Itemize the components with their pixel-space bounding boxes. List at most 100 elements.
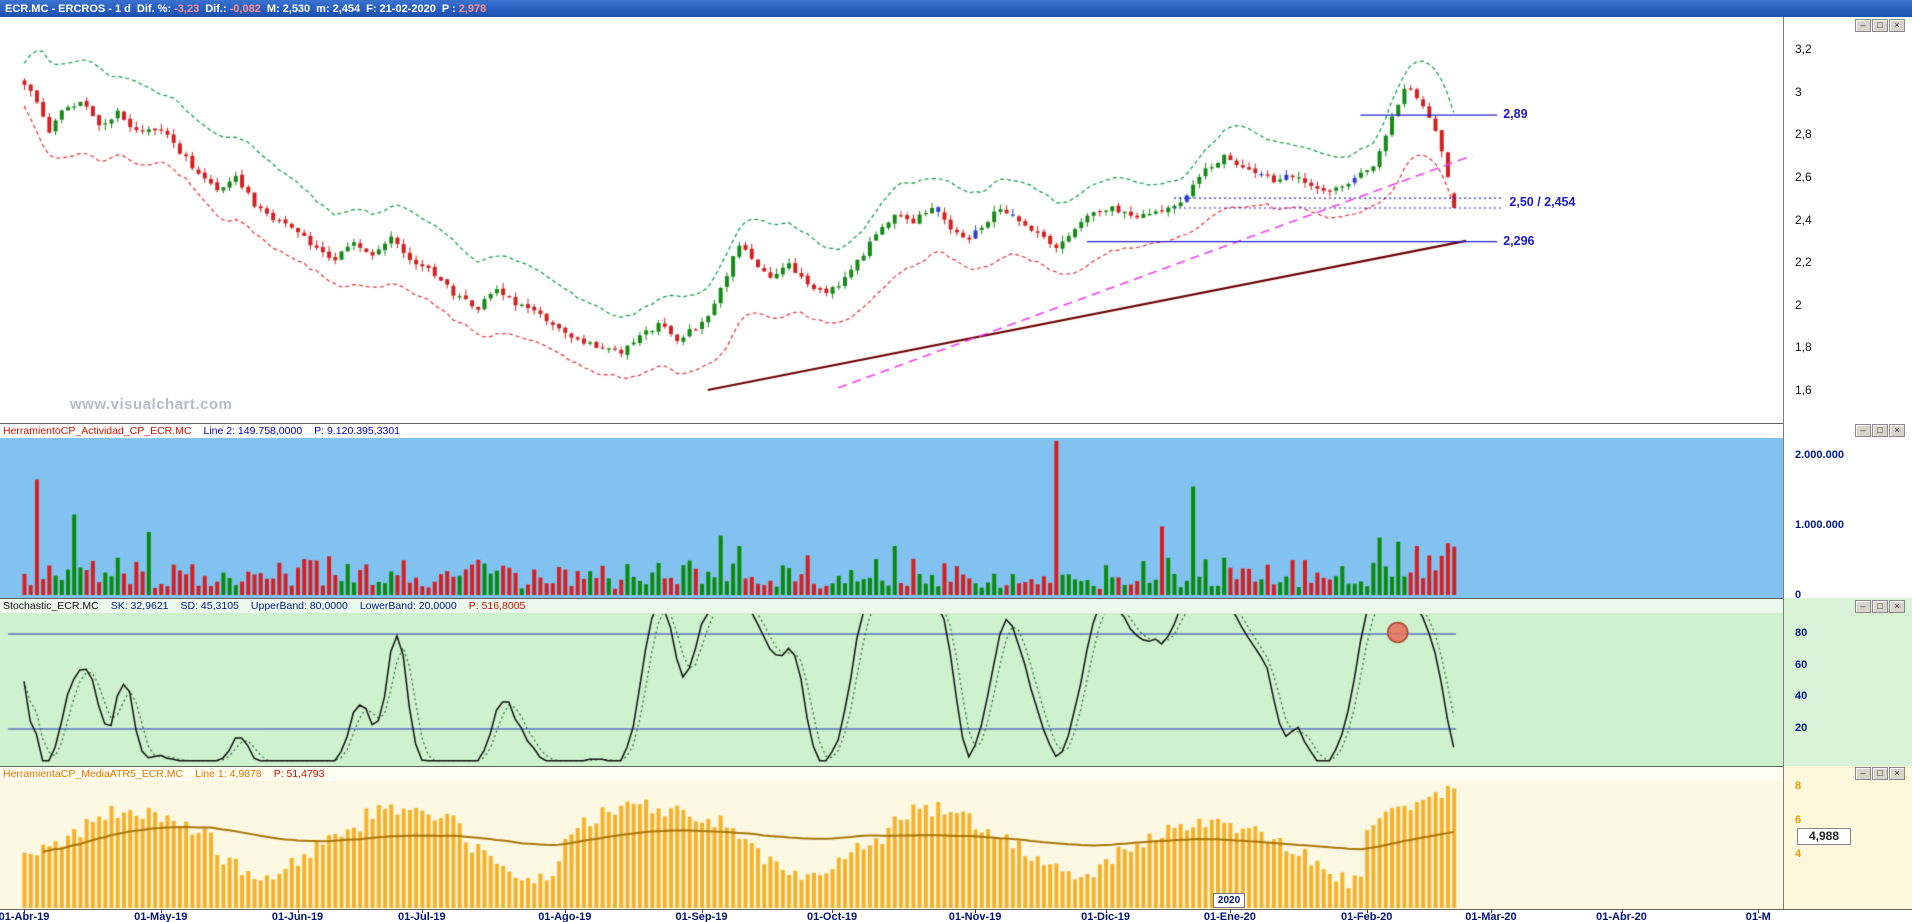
stochastic-panel-minimize-button[interactable]: – bbox=[1855, 600, 1871, 613]
titlebar-stats: Dif. %: -3,23 Dif.: -0,082 M: 2,530 m: 2,454 F: 2… bbox=[137, 3, 492, 15]
price-panel-minimize-button[interactable]: – bbox=[1855, 19, 1871, 32]
date-tick bbox=[1621, 909, 1623, 913]
volume-axis bbox=[1783, 423, 1912, 598]
volume-panel-maximize-button[interactable]: □ bbox=[1872, 424, 1888, 437]
stochastic-header-text: LowerBand: 20,0000 bbox=[359, 600, 457, 612]
price-panel-window-buttons: – □ × bbox=[1854, 19, 1905, 32]
titlebar-stat-value: -3,23 bbox=[174, 2, 200, 15]
volume-header-text: P: 9.120.395,3301 bbox=[314, 425, 400, 437]
stochastic-panel-window-buttons: – □ × bbox=[1854, 600, 1905, 613]
price-level-label-289[interactable]: 2,89 bbox=[1503, 107, 1528, 122]
volume-header-text: HerramientoCP_Actividad_CP_ECR.MC bbox=[3, 425, 192, 437]
date-label: 01-May-19 bbox=[134, 910, 188, 922]
stochastic-axis-label: 20 bbox=[1795, 721, 1808, 734]
date-label: 01-M bbox=[1745, 910, 1771, 922]
atr-panel-minimize-button[interactable]: – bbox=[1855, 767, 1871, 780]
date-axis-strip bbox=[0, 909, 1912, 922]
atr-panel-close-button[interactable]: × bbox=[1889, 767, 1905, 780]
titlebar-stat-label: Dif. %: bbox=[136, 2, 172, 15]
date-label: 01-Abr-20 bbox=[1596, 910, 1647, 922]
atr-value-tag: 4,988 bbox=[1797, 828, 1851, 845]
atr-header-text: P: 51,4793 bbox=[273, 768, 325, 780]
price-axis-label: 3 bbox=[1795, 84, 1802, 99]
stochastic-axis-label: 60 bbox=[1795, 658, 1808, 671]
volume-axis-label: 0 bbox=[1795, 589, 1802, 601]
volume-chart-canvas[interactable] bbox=[0, 423, 1783, 598]
stochastic-indicator-header: Stochastic_ECR.MC SK: 32,9621 SD: 45,3105 U… bbox=[0, 599, 1783, 613]
date-tick bbox=[832, 909, 834, 913]
atr-indicator-header: HerramientaCP_MediaATR5_ECR.MC Line 1: 4,… bbox=[0, 767, 1783, 781]
date-tick bbox=[1758, 909, 1760, 913]
date-label: 01-Jun-19 bbox=[271, 910, 324, 922]
price-axis-label: 1,8 bbox=[1795, 340, 1812, 355]
stochastic-header-text: UpperBand: 80,0000 bbox=[250, 600, 348, 612]
stochastic-header-text: SD: 45,3105 bbox=[180, 600, 239, 612]
volume-axis-label: 1.000.000 bbox=[1795, 519, 1844, 531]
price-axis-label: 2,8 bbox=[1795, 127, 1812, 142]
volume-panel-close-button[interactable]: × bbox=[1889, 424, 1905, 437]
volume-header-text: Line 2: 149.758,0000 bbox=[203, 425, 303, 437]
stochastic-axis-label: 40 bbox=[1795, 690, 1808, 703]
titlebar-stat-label: P : bbox=[441, 2, 456, 15]
price-axis-label: 2 bbox=[1795, 297, 1802, 312]
window-titlebar[interactable]: ECR.MC - ERCROS - 1 d Dif. %: -3,23 Dif.: -… bbox=[0, 0, 1912, 17]
date-tick bbox=[564, 909, 566, 913]
atr-header-text: Line 1: 4,9878 bbox=[195, 768, 262, 780]
date-tick bbox=[1490, 909, 1492, 913]
watermark: www.visualchart.com bbox=[70, 396, 233, 413]
price-axis bbox=[1783, 17, 1912, 423]
year-box: 2020 bbox=[1212, 893, 1246, 908]
date-label: 01-Jul-19 bbox=[397, 910, 446, 922]
date-tick bbox=[701, 909, 703, 913]
price-panel-maximize-button[interactable]: □ bbox=[1872, 19, 1888, 32]
titlebar-stat-value: 2,530 bbox=[282, 2, 311, 15]
date-label: 01-Ene-20 bbox=[1203, 910, 1256, 922]
price-level-label-250-2454[interactable]: 2,50 / 2,454 bbox=[1509, 195, 1576, 210]
price-chart-canvas[interactable] bbox=[0, 17, 1783, 423]
atr-panel-maximize-button[interactable]: □ bbox=[1872, 767, 1888, 780]
date-tick bbox=[421, 909, 423, 913]
stochastic-axis bbox=[1783, 598, 1912, 766]
date-tick bbox=[975, 909, 977, 913]
date-label: 01-Sep-19 bbox=[675, 910, 728, 922]
date-label: 01-Abr-19 bbox=[0, 910, 50, 922]
date-tick bbox=[24, 909, 25, 913]
date-label: 01-Oct-19 bbox=[807, 910, 858, 922]
atr-chart-canvas[interactable] bbox=[0, 766, 1783, 909]
stochastic-axis-label: 80 bbox=[1795, 627, 1808, 639]
price-axis-label: 1,6 bbox=[1795, 383, 1812, 397]
titlebar-stat-value: 21-02-2020 bbox=[379, 2, 436, 15]
titlebar-stat-value: -0,082 bbox=[229, 2, 261, 15]
price-level-label-2296[interactable]: 2,296 bbox=[1503, 233, 1535, 248]
stochastic-panel-close-button[interactable]: × bbox=[1889, 600, 1905, 613]
stochastic-header-text: SK: 32,9621 bbox=[110, 600, 169, 612]
atr-panel-window-buttons: – □ × bbox=[1854, 767, 1905, 780]
date-tick bbox=[1229, 909, 1231, 913]
date-tick bbox=[1105, 909, 1107, 913]
price-axis-label: 2,4 bbox=[1795, 212, 1812, 227]
stochastic-chart-canvas[interactable] bbox=[0, 598, 1783, 766]
date-label: 01-Ago-19 bbox=[538, 910, 592, 922]
volume-panel-minimize-button[interactable]: – bbox=[1855, 424, 1871, 437]
price-axis-label: 2,2 bbox=[1795, 255, 1812, 270]
price-axis-label: 2,6 bbox=[1795, 169, 1812, 184]
volume-indicator-header: HerramientoCP_Actividad_CP_ECR.MC Line 2:… bbox=[0, 424, 1783, 438]
atr-axis-label: 6 bbox=[1795, 814, 1802, 826]
date-tick bbox=[297, 909, 299, 913]
stochastic-header-text: Stochastic_ECR.MC bbox=[3, 600, 99, 612]
date-label: 01-Nov-19 bbox=[948, 910, 1002, 922]
price-panel-close-button[interactable]: × bbox=[1889, 19, 1905, 32]
titlebar-stat-label: m: bbox=[316, 2, 330, 15]
date-label: 01-Feb-20 bbox=[1340, 910, 1393, 922]
atr-axis-label: 8 bbox=[1795, 780, 1802, 792]
titlebar-stat-value: 2,454 bbox=[332, 2, 361, 15]
date-tick bbox=[1366, 909, 1368, 913]
price-axis-label: 3,2 bbox=[1795, 42, 1812, 56]
titlebar-stat-label: Dif.: bbox=[205, 2, 227, 15]
atr-header-text: HerramientaCP_MediaATR5_ECR.MC bbox=[3, 768, 184, 780]
date-label: 01-Mar-20 bbox=[1465, 910, 1517, 922]
titlebar-stat-label: M: bbox=[266, 2, 280, 15]
stochastic-panel-maximize-button[interactable]: □ bbox=[1872, 600, 1888, 613]
volume-panel-window-buttons: – □ × bbox=[1854, 424, 1905, 437]
